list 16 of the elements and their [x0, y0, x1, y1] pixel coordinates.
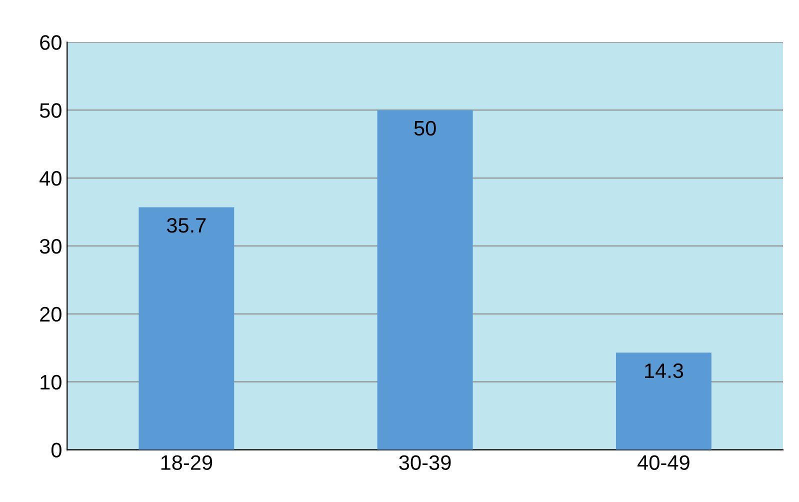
- y-tick-label: 10: [40, 374, 62, 390]
- x-tick-label: 30-39: [399, 455, 451, 470]
- y-tick-label: 20: [40, 306, 62, 322]
- x-tick-label: 18-29: [161, 455, 212, 470]
- y-tick-label: 60: [40, 35, 62, 50]
- bar: [377, 110, 473, 450]
- data-label: 14.3: [645, 363, 684, 378]
- y-tick-label: 0: [51, 442, 62, 458]
- x-tick-label: 40-49: [638, 455, 690, 470]
- y-tick-label: 30: [40, 238, 62, 254]
- bar: [616, 352, 712, 450]
- y-tick-label: 50: [40, 103, 62, 118]
- y-tick-label: 40: [40, 171, 62, 186]
- data-label: 35.7: [166, 218, 206, 233]
- bar: [138, 207, 234, 450]
- data-label: 50: [414, 120, 436, 136]
